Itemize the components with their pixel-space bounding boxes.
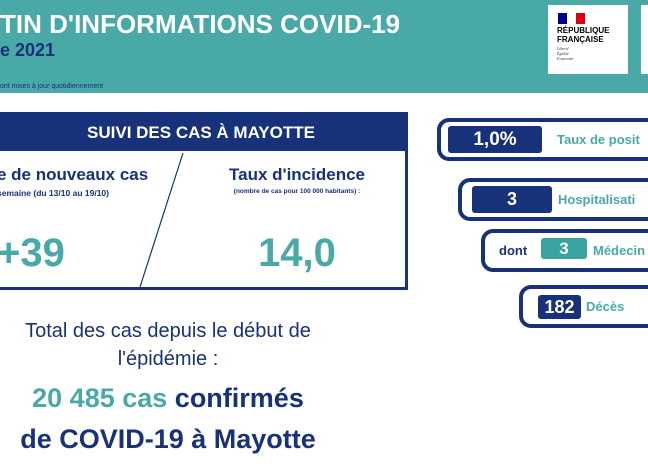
new-cases-label: e de nouveaux cas [0, 165, 149, 184]
medecine-value: 3 [541, 238, 587, 259]
deces-value: 182 [538, 295, 581, 319]
deces-pill: 182 Décès [519, 285, 648, 328]
flag-icon [558, 13, 585, 24]
deces-label: Décès [586, 299, 625, 314]
positivity-value: 1,0% [448, 126, 542, 153]
bulletin-date: e 2021 [0, 40, 56, 60]
update-note: ont mises à jour quotidiennement [0, 83, 104, 90]
medecine-label: Médecin [593, 243, 646, 258]
partner-logo [641, 5, 648, 74]
hospitalisations-value: 3 [472, 186, 552, 213]
logo-motto3: Fraternité [557, 56, 574, 61]
incidence-subtitle: (nombre de cas pour 100 000 habitants) : [233, 188, 361, 195]
suivi-cases-box: SUIVI DES CAS À MAYOTTE e de nouveaux ca… [0, 112, 408, 290]
logo-motto2: Égalité [557, 51, 569, 56]
new-cases-value: +39 [0, 231, 65, 275]
incidence-value: 14,0 [258, 231, 336, 275]
diagonal-divider [139, 152, 184, 287]
hospitalisations-label: Hospitalisati [558, 192, 636, 207]
total-cases-line2: de COVID-19 à Mayotte [20, 424, 316, 454]
hospitalisations-pill: 3 Hospitalisati [458, 178, 648, 221]
positivity-pill: 1,0% Taux de posit [437, 118, 648, 161]
republique-francaise-logo: RÉPUBLIQUE FRANÇAISE Liberté Égalité Fra… [548, 5, 628, 74]
new-cases-period: semaine (du 13/10 au 19/10) [0, 188, 109, 198]
total-cases-intro: Total des cas depuis le début de l'épidé… [25, 320, 311, 370]
bulletin-title: TIN D'INFORMATIONS COVID-19 [0, 9, 401, 39]
logo-line2: FRANÇAISE [557, 35, 604, 44]
incidence-label: Taux d'incidence [229, 165, 365, 184]
logo-motto1: Liberté [557, 46, 569, 51]
medecine-prefix: dont [499, 243, 528, 258]
suivi-title: SUIVI DES CAS À MAYOTTE [87, 123, 315, 142]
positivity-label: Taux de posit [557, 132, 640, 147]
total-cases-confirmed: confirmés [174, 383, 304, 413]
medecine-pill: dont 3 Médecin [481, 229, 648, 272]
total-cases-count: 20 485 cas [32, 383, 168, 413]
suivi-header: SUIVI DES CAS À MAYOTTE [0, 115, 405, 151]
total-cases-line1: 20 485 cas confirmés [0, 383, 336, 414]
logo-line1: RÉPUBLIQUE [557, 26, 610, 35]
header-banner: TIN D'INFORMATIONS COVID-19 e 2021 ont m… [0, 0, 648, 93]
